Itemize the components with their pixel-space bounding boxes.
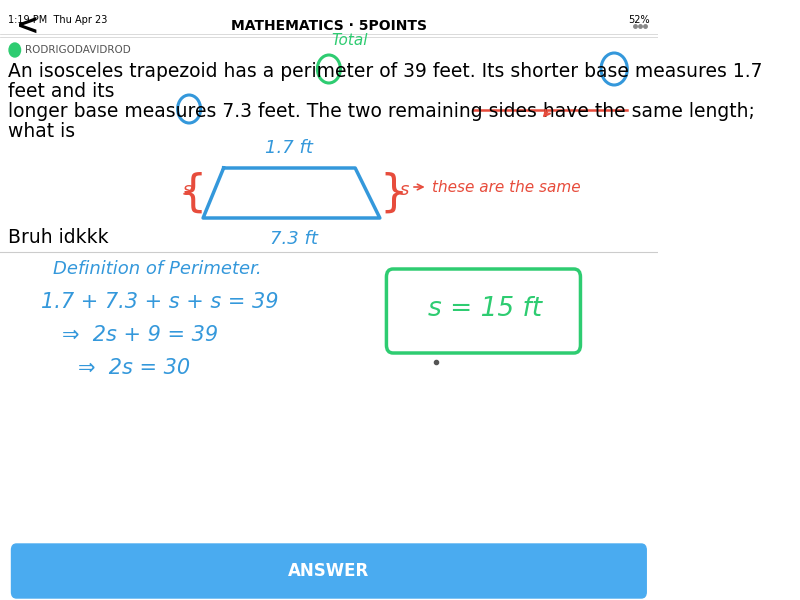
Text: 52%: 52% (628, 15, 650, 25)
Text: An isosceles trapezoid has a perimeter of 39 feet. Its shorter base measures 1.7: An isosceles trapezoid has a perimeter o… (8, 62, 762, 81)
Text: 1.7 + 7.3 + s + s = 39: 1.7 + 7.3 + s + s = 39 (41, 292, 278, 312)
Text: RODRIGODAVIDROD: RODRIGODAVIDROD (25, 45, 130, 55)
Text: what is: what is (8, 122, 75, 141)
Text: s: s (400, 181, 410, 199)
Text: <: < (17, 12, 40, 40)
Text: 7.3 ft: 7.3 ft (270, 230, 318, 248)
Text: Bruh idkkk: Bruh idkkk (8, 228, 109, 247)
Text: 1:19 PM  Thu Apr 23: 1:19 PM Thu Apr 23 (8, 15, 107, 25)
FancyBboxPatch shape (386, 269, 581, 353)
Text: MATHEMATICS · 5POINTS: MATHEMATICS · 5POINTS (231, 19, 427, 33)
Circle shape (9, 43, 21, 57)
Text: ANSWER: ANSWER (288, 562, 370, 580)
Text: Total: Total (331, 33, 368, 48)
Text: s = 15 ft: s = 15 ft (428, 296, 542, 322)
Text: }: } (380, 172, 408, 214)
Text: s: s (182, 181, 192, 199)
Text: ⇒  2s + 9 = 39: ⇒ 2s + 9 = 39 (62, 325, 218, 345)
Text: feet and its: feet and its (8, 82, 114, 101)
Text: {: { (179, 172, 207, 214)
Text: 1.7 ft: 1.7 ft (266, 139, 314, 157)
Text: longer base measures 7.3 feet. The two remaining sides have the same length;: longer base measures 7.3 feet. The two r… (8, 102, 755, 121)
FancyBboxPatch shape (11, 544, 646, 598)
Text: these are the same: these are the same (432, 179, 580, 194)
Text: Definition of Perimeter.: Definition of Perimeter. (54, 260, 262, 278)
Text: ⇒  2s = 30: ⇒ 2s = 30 (78, 358, 190, 378)
